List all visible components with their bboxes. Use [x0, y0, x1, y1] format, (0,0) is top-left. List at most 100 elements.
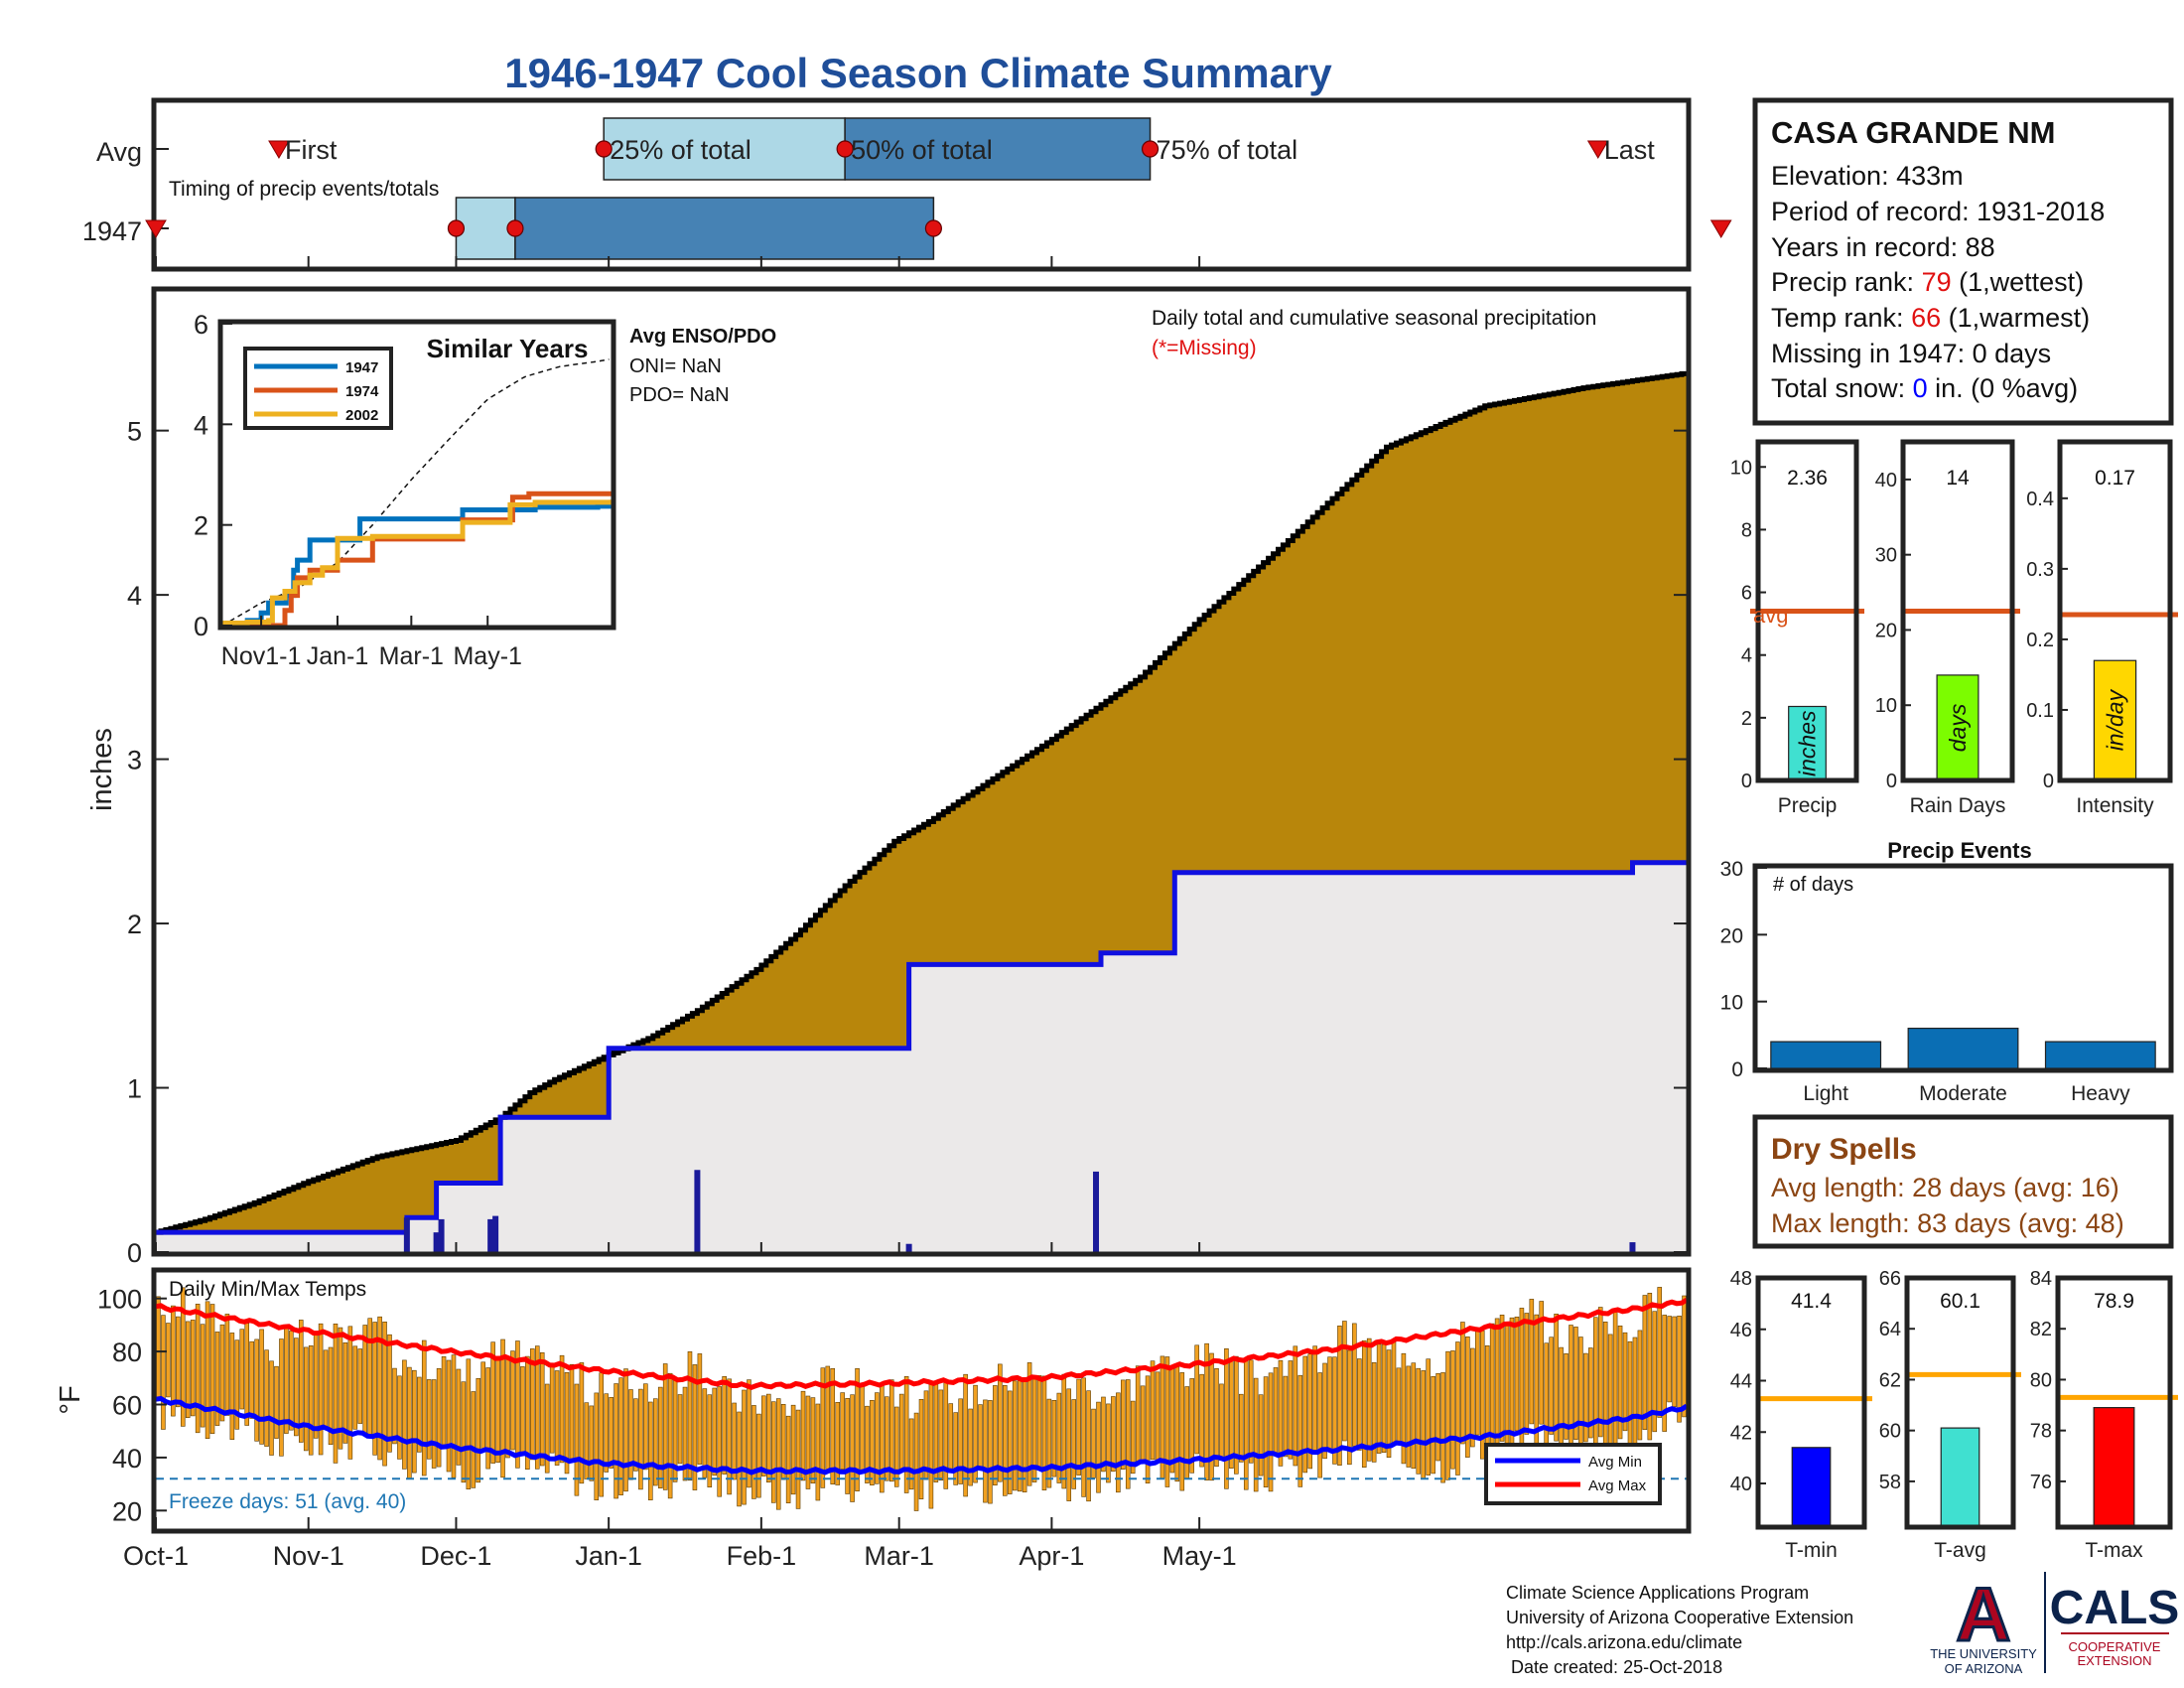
temp-small-y-tick-label: 80: [2030, 1369, 2052, 1391]
daily-temp-bar: [584, 1402, 590, 1479]
temp-small-y-tick-label: 42: [1730, 1422, 1752, 1444]
daily-temp-bar: [1243, 1360, 1249, 1490]
timing-bars: [455, 117, 1152, 260]
daily-temp-bar: [1184, 1386, 1190, 1479]
small-value-label: 14: [1946, 467, 1970, 490]
daily-temp-bar: [845, 1398, 850, 1494]
daily-temp-bar: [1317, 1372, 1322, 1478]
daily-precip-bar: [1629, 1242, 1636, 1252]
inset-axes: 0 2 4 6 Nov1-1 Jan-1 Mar-1 May-1: [194, 310, 522, 670]
daily-temp-bar: [1386, 1349, 1392, 1458]
daily-temp-bar: [451, 1354, 457, 1478]
daily-temp-bar: [643, 1383, 648, 1471]
daily-temp-bar: [865, 1405, 870, 1483]
small-bar-text: inches: [1795, 710, 1821, 776]
enso-title: Avg ENSO/PDO: [629, 326, 776, 348]
timing-label-last: Last: [1604, 135, 1656, 165]
daily-temp-bar: [840, 1392, 845, 1470]
precip-y-tick-label: 3: [127, 746, 142, 775]
daily-temp-bar: [1421, 1370, 1427, 1479]
inset-x-tick-label: Jan-1: [307, 642, 369, 670]
daily-temp-bar: [530, 1348, 535, 1461]
temp-rank-label: Temp rank:: [1771, 303, 1911, 333]
daily-temp-bar: [456, 1368, 462, 1466]
daily-temp-bar: [1125, 1379, 1131, 1489]
daily-temp-bar: [766, 1393, 771, 1482]
daily-temp-bar: [903, 1376, 909, 1493]
daily-temp-bar: [382, 1322, 387, 1467]
timing-avg-p50-marker: [836, 140, 854, 158]
daily-temp-bar: [888, 1379, 894, 1482]
daily-temp-bar: [1263, 1376, 1269, 1487]
precip-y-tick-label: 4: [127, 581, 142, 611]
small-value-label: 2.36: [1787, 467, 1828, 490]
daily-temp-bar: [662, 1363, 668, 1490]
temp-category-label: T-min: [1785, 1539, 1838, 1562]
daily-temp-bar: [525, 1355, 530, 1470]
daily-temp-bar: [761, 1395, 766, 1477]
inset-x-tick-label: Mar-1: [379, 642, 444, 670]
daily-temp-bar: [1003, 1385, 1008, 1496]
daily-temp-bar: [1376, 1343, 1382, 1454]
small-y-tick-label: 0.2: [2026, 630, 2054, 651]
daily-temp-bar: [190, 1320, 196, 1417]
temp-value-label: 78.9: [2094, 1290, 2134, 1313]
daily-temp-bar: [1578, 1336, 1583, 1452]
timing-avg-first-marker: [268, 140, 290, 159]
avg-max-line: [155, 1297, 1689, 1390]
daily-temp-bar: [1637, 1330, 1643, 1441]
daily-temp-bar: [1391, 1339, 1397, 1444]
inset-series-2002: [222, 499, 614, 626]
daily-temp-bar: [1426, 1358, 1431, 1476]
temp-bar-t-max: [2093, 1407, 2135, 1528]
daily-temp-bar: [737, 1411, 742, 1507]
temp-frame: [151, 1267, 1692, 1534]
daily-temp-bar: [682, 1386, 688, 1481]
small-y-tick-label: 6: [1741, 583, 1752, 605]
station-name: CASA GRANDE NM: [1771, 115, 2055, 150]
daily-precip-bar: [905, 1243, 912, 1252]
small-y-tick-label: 20: [1875, 620, 1897, 641]
daily-temp-bar: [1652, 1311, 1658, 1433]
daily-temp-bar: [1361, 1339, 1367, 1468]
daily-temp-bar: [1121, 1379, 1126, 1471]
month-label: Nov-1: [273, 1541, 344, 1571]
temp-category-label: T-max: [2085, 1539, 2143, 1562]
cals-logo: CALS COOPERATIVE EXTENSION: [2050, 1582, 2180, 1668]
daily-temp-bar: [156, 1296, 161, 1402]
small-y-tick-label: 8: [1741, 519, 1752, 541]
daily-temp-bar: [1164, 1356, 1170, 1487]
timing-avg-last-marker: [1586, 140, 1609, 159]
timing-panel: Avg 1947 Timing of precip events/totals …: [82, 97, 1732, 272]
daily-temp-bar: [1140, 1385, 1146, 1463]
small-category-label: Precip: [1778, 794, 1838, 817]
daily-temp-bar: [1169, 1365, 1175, 1474]
daily-temp-bar: [727, 1378, 732, 1495]
daily-temp-bar: [185, 1321, 191, 1419]
daily-temp-bar: [426, 1379, 432, 1460]
small-y-tick-label: 0: [2043, 771, 2054, 792]
footer-line-4: Date created: 25-Oct-2018: [1506, 1657, 1722, 1677]
events-plot: Light Moderate Heavy 0 10 20 30: [1720, 858, 2156, 1105]
season-total-charts: 2.36 inches Precip 0 2 4 6 8 10 14 days Rain Days 0 1…: [1730, 439, 2178, 817]
precip-rank-value: 79: [1922, 267, 1952, 297]
daily-temp-bar: [303, 1346, 309, 1452]
snow-value: 0: [1913, 373, 1928, 403]
daily-temp-bar: [1036, 1375, 1042, 1470]
daily-temp-bar: [1342, 1321, 1347, 1442]
daily-temp-bar: [973, 1384, 978, 1483]
daily-temp-bar: [485, 1367, 490, 1470]
daily-temp-bar: [352, 1345, 358, 1430]
daily-temp-bar: [431, 1379, 437, 1469]
daily-temp-bar: [520, 1366, 525, 1455]
daily-temp-bar: [1204, 1342, 1209, 1480]
daily-temp-bar: [1607, 1334, 1613, 1456]
daily-temp-bar: [421, 1339, 427, 1477]
month-label: Oct-1: [123, 1541, 189, 1571]
daily-temp-bar: [436, 1368, 442, 1468]
daily-temp-bar: [1283, 1375, 1289, 1458]
daily-temp-bar: [1519, 1308, 1525, 1449]
ua-logo-text-1: THE UNIVERSITY: [1930, 1646, 2037, 1661]
daily-temp-bar: [1322, 1362, 1327, 1460]
